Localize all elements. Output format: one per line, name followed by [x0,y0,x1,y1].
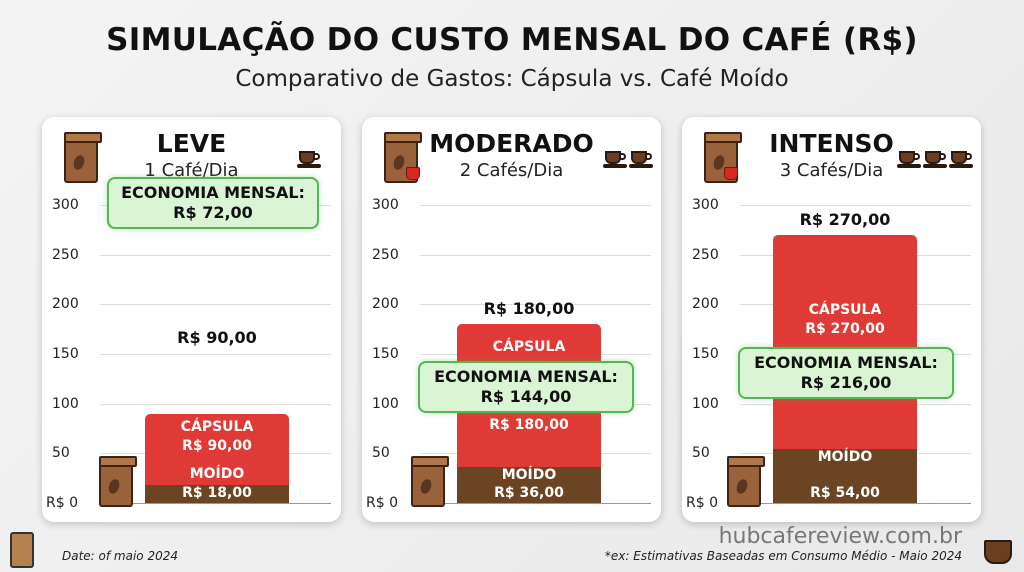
bar-segment-moido [773,449,917,503]
footer-date: Date: of maio 2024 [62,549,178,563]
y-tick-label: 250 [692,246,719,263]
panel-header: MODERADO 2 Cafés/Dia [362,129,661,183]
y-tick-label: 150 [372,346,399,362]
panel-subtitle: 3 Cafés/Dia [779,160,884,181]
coffee-cup-icon [297,147,321,169]
economia-box: ECONOMIA MENSAL: R$ 144,00 [418,361,634,413]
economia-value: R$ 72,00 [173,203,253,222]
coffee-bag-icon [99,456,137,507]
moido-value-label: R$ 18,00 [182,484,252,501]
total-label: R$ 90,00 [177,328,257,347]
bar-capsula: CÁPSULA R$ 180,00 MOÍDO R$ 36,00 [457,324,601,503]
y-tick-label: 50 [52,445,70,462]
panel-title: LEVE [156,129,227,158]
y-tick-label: 300 [692,197,719,213]
gridline [420,254,651,256]
capsula-value-label: R$ 270,00 [805,320,885,337]
footer-note: *ex: Estimativas Baseadas em Consumo Méd… [604,549,962,563]
economia-label: ECONOMIA MENSAL: [754,353,938,372]
coffee-cup-icon [629,147,653,169]
brand-name: hubcafereview.com.br [718,524,962,549]
y-tick-label: 150 [52,346,79,362]
gridline [100,503,331,504]
gridline [740,205,971,206]
page-subtitle: Comparativo de Gastos: Cápsula vs. Café … [235,66,789,92]
cups-icon [297,147,321,169]
coffee-cup-icon [603,147,627,169]
coffee-bag-icon [411,456,449,507]
coffee-cup-icon [984,540,1012,564]
coffee-cup-icon [949,147,973,169]
moido-label: MOÍDO [189,466,245,483]
panel-header: LEVE 1 Café/Dia [42,129,341,183]
y-tick-label: R$ 0 [46,495,78,511]
gridline [100,354,331,355]
y-tick-label: 300 [52,197,79,213]
bar-capsula: CÁPSULA R$ 90,00 MOÍDO R$ 18,00 [145,413,289,503]
chart-panel-leve: LEVE 1 Café/Dia R$ 0 50 100 150 200 250 300 CÁPS… [42,117,341,522]
economia-label: ECONOMIA MENSAL: [121,183,305,202]
economia-box: ECONOMIA MENSAL: R$ 72,00 [107,177,319,229]
y-tick-label: R$ 0 [686,495,718,511]
y-tick-label: 250 [372,246,399,263]
economia-label: ECONOMIA MENSAL: [434,367,618,386]
capsula-label: CÁPSULA [492,339,566,356]
page-title: SIMULAÇÃO DO CUSTO MENSAL DO CAFÉ (R$) [106,22,918,58]
panel-subtitle: 2 Cafés/Dia [459,160,564,181]
moido-label: MOÍDO [501,467,557,484]
y-tick-label: 150 [692,346,719,362]
moido-value-label: R$ 54,00 [810,484,880,501]
capsula-label: CÁPSULA [808,301,882,318]
y-tick-label: 50 [692,445,710,462]
bar-capsula: CÁPSULA R$ 270,00 MOÍDO R$ 54,00 [773,234,917,503]
economia-value: R$ 216,00 [800,373,892,392]
coffee-cup-icon [897,147,921,169]
economia-value: R$ 144,00 [480,387,572,406]
gridline [420,205,651,206]
y-tick-label: 50 [372,445,390,462]
gridline [100,254,331,256]
y-tick-label: 100 [372,395,399,412]
capsula-label: CÁPSULA [180,418,254,435]
gridline [100,304,331,306]
moido-label: MOÍDO [817,449,873,466]
bar-segment-capsula [145,413,289,486]
gridline [740,503,971,504]
y-tick-label: 200 [692,296,719,313]
coffee-to-go-icon [10,532,34,568]
coffee-cup-icon [923,147,947,169]
y-tick-label: 100 [692,395,719,412]
y-tick-label: 200 [372,296,399,313]
y-tick-label: 250 [52,246,79,263]
total-label: R$ 270,00 [799,209,891,229]
capsula-value-label: R$ 180,00 [489,417,569,434]
coffee-bag-icon [64,132,102,183]
bar-segment-moido [145,485,289,503]
capsula-value-label: R$ 90,00 [182,437,252,454]
chart-panel-moderado: MODERADO 2 Cafés/Dia R$ 0 50 100 150 200 250 300… [362,117,661,522]
moido-value-label: R$ 36,00 [494,484,564,501]
gridline [420,503,651,504]
economia-box: ECONOMIA MENSAL: R$ 216,00 [738,347,954,399]
gridline [420,304,651,306]
y-tick-label: 100 [52,395,79,412]
chart-panel-intenso: INTENSO 3 Cafés/Dia R$ 0 50 100 150 200 250 300 … [682,117,981,522]
total-label: R$ 180,00 [483,299,575,319]
y-tick-label: 300 [372,197,399,213]
cups-icon [897,147,973,169]
capsule-icon [406,167,420,180]
bar-segment-capsula [773,234,917,450]
bar-segment-moido [457,467,601,503]
y-tick-label: 200 [52,296,79,313]
cups-icon [603,147,653,169]
panel-title: MODERADO [429,129,594,158]
capsule-icon [724,167,738,180]
gridline [100,403,331,405]
coffee-bag-icon [727,456,765,507]
panel-title: INTENSO [769,129,894,158]
y-tick-label: R$ 0 [366,495,398,511]
panel-header: INTENSO 3 Cafés/Dia [682,129,981,183]
panel-subtitle: 1 Café/Dia [144,160,239,181]
